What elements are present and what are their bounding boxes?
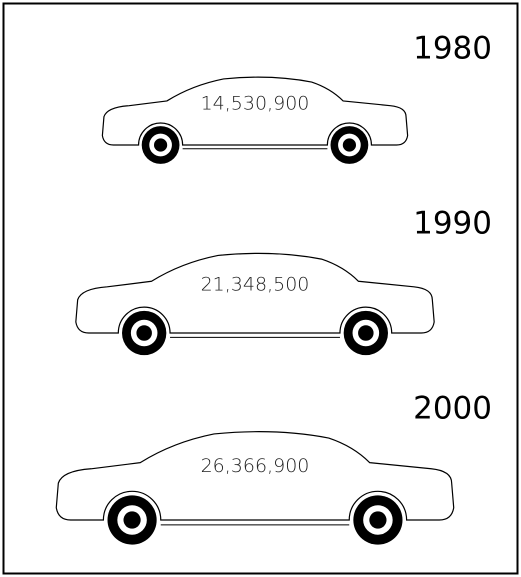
car-body (56, 432, 453, 520)
hub (123, 511, 141, 529)
car-body (102, 77, 407, 145)
car-body (76, 253, 434, 333)
data-label: 14,530,900 (201, 93, 310, 115)
category-label: 2000 (413, 391, 492, 427)
hub (369, 511, 387, 529)
category-label: 1980 (413, 31, 492, 67)
hub (358, 325, 374, 341)
car (56, 432, 453, 545)
car (102, 77, 407, 164)
hub (153, 138, 168, 152)
car (76, 253, 434, 356)
data-label: 26,366,900 (201, 455, 310, 477)
category-label: 1990 (413, 206, 492, 242)
data-label: 21,348,500 (201, 273, 310, 295)
hub (136, 325, 152, 341)
hub (342, 138, 357, 152)
